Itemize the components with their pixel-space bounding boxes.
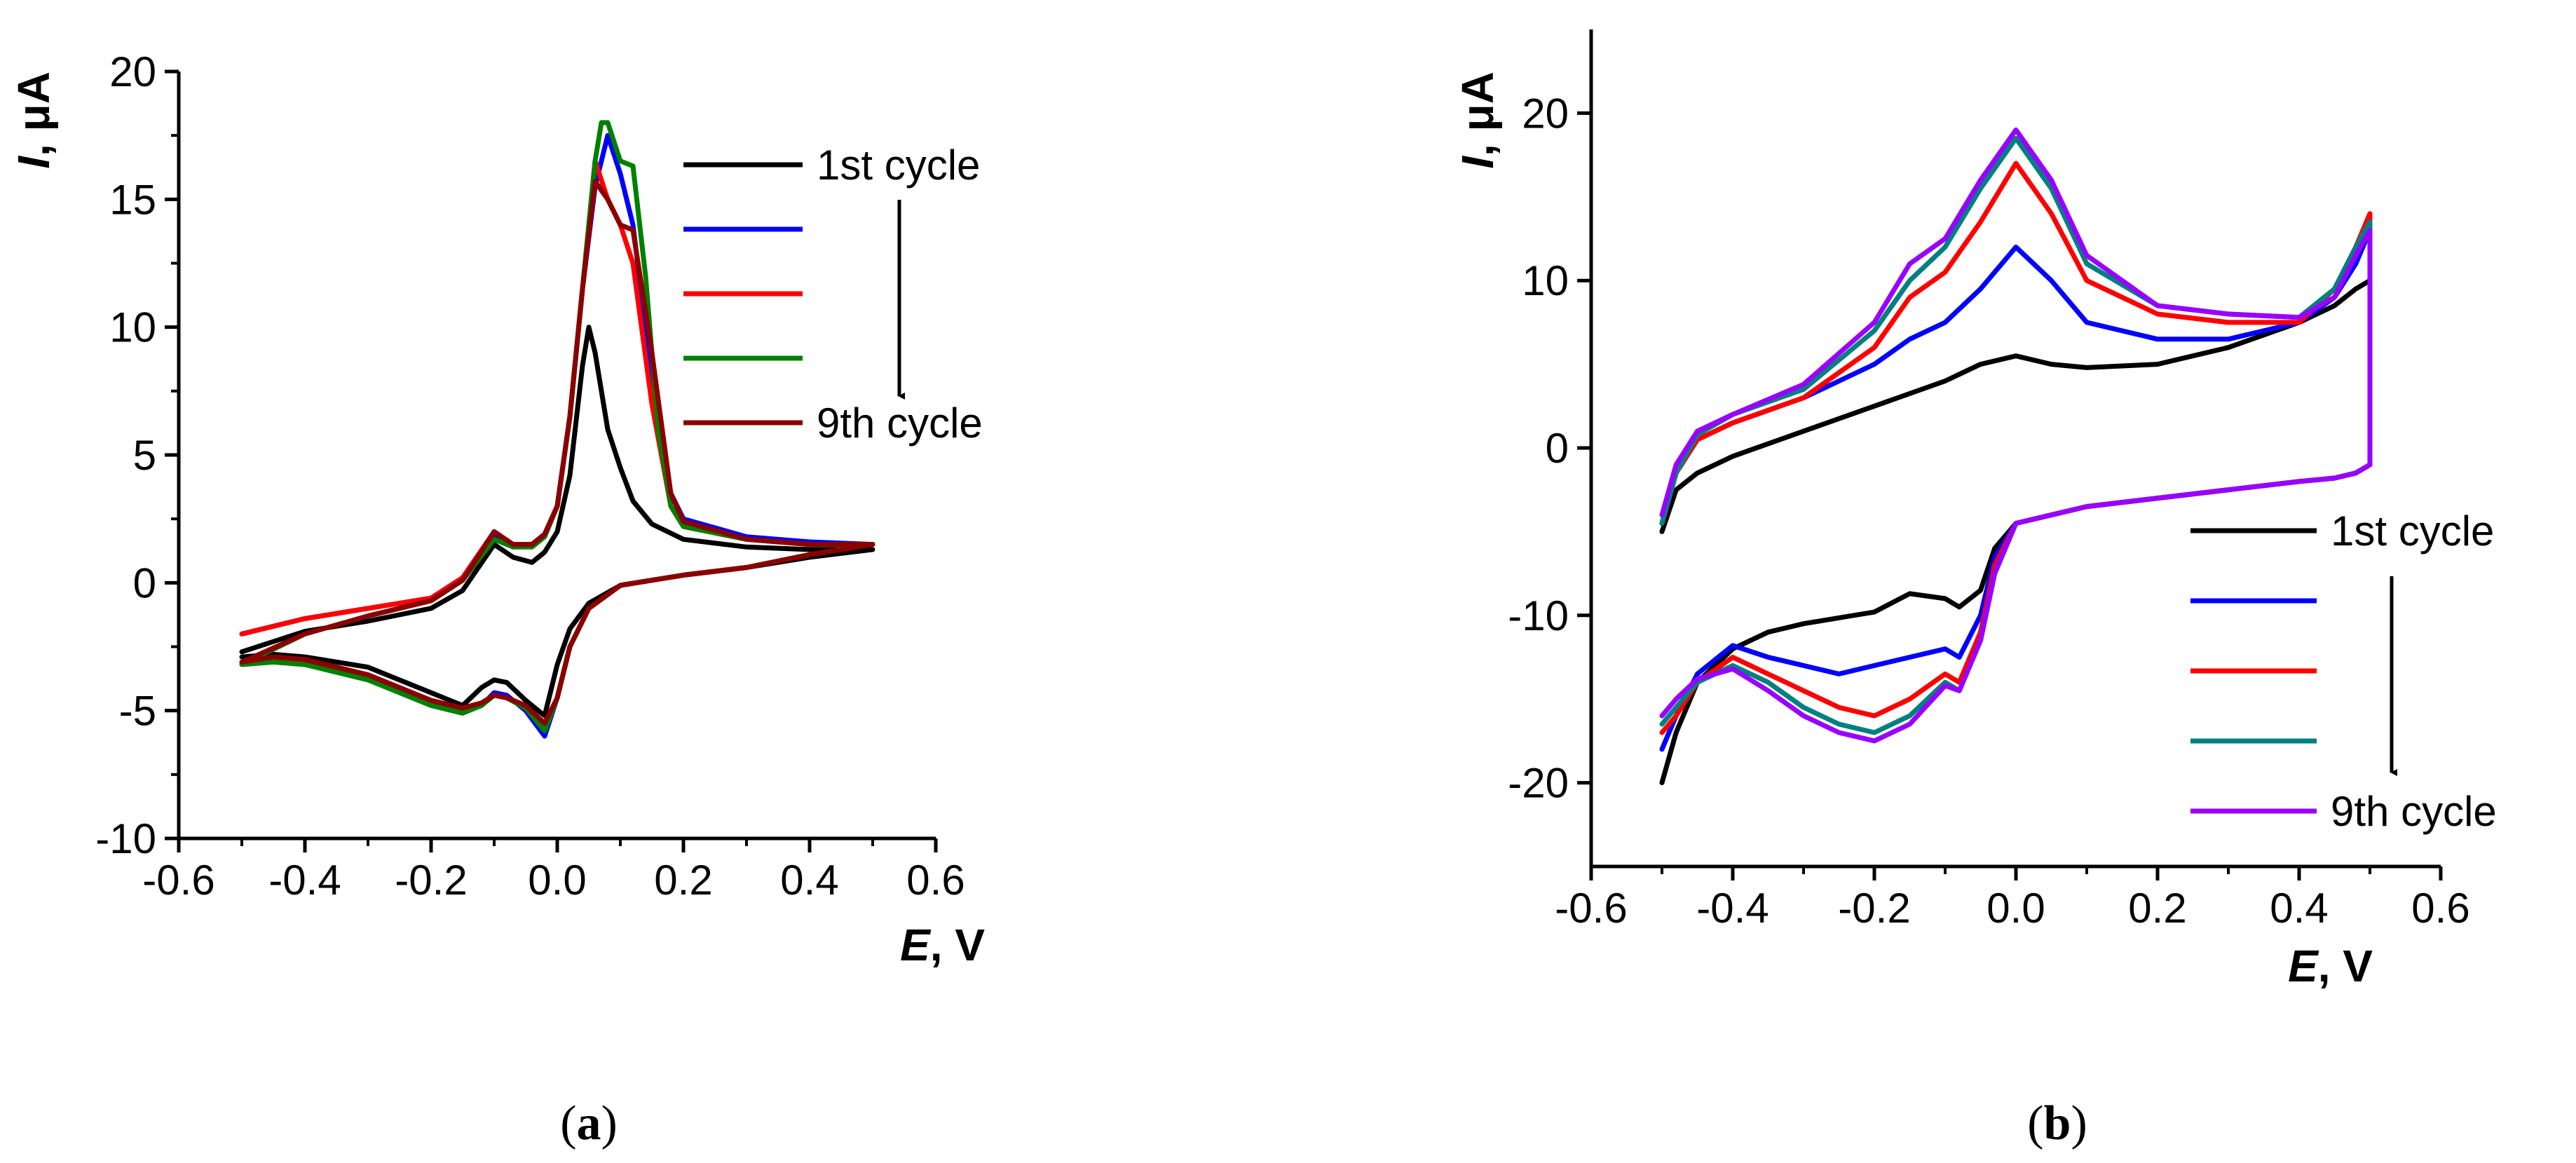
b-x-tick-label: 0.6 bbox=[2411, 885, 2469, 932]
b-series-line-5 bbox=[1659, 127, 2373, 744]
a-y-axis-label: I, μA bbox=[8, 72, 59, 169]
b-y-tick-label: 10 bbox=[1522, 257, 1569, 304]
a-series-line-4 bbox=[239, 120, 875, 734]
a-series-line-5 bbox=[239, 179, 875, 726]
b-y-tick-label: 20 bbox=[1522, 90, 1569, 137]
a-y-tick-label: -5 bbox=[119, 688, 156, 735]
a-x-tick-label: -0.2 bbox=[395, 857, 467, 904]
a-x-tick-label: -0.4 bbox=[268, 857, 341, 904]
a-legend-label-1: 1st cycle bbox=[817, 142, 980, 189]
a-y-tick-label: 5 bbox=[133, 432, 156, 479]
b-x-tick-label: 0.0 bbox=[1986, 885, 2045, 932]
a-series-line-2 bbox=[239, 132, 875, 739]
a-x-tick-label: 0.0 bbox=[528, 857, 586, 904]
a-legend-label-5: 9th cycle bbox=[817, 400, 983, 447]
a-y-tick-label: 15 bbox=[109, 176, 156, 223]
a-x-tick-label: 0.6 bbox=[906, 857, 965, 904]
a-y-tick-label: -10 bbox=[95, 815, 156, 862]
a-series-line-3 bbox=[239, 158, 875, 734]
b-legend-label-5: 9th cycle bbox=[2331, 788, 2497, 835]
a-panel-caption: (a) bbox=[560, 1096, 618, 1150]
a-y-tick-label: 20 bbox=[109, 48, 156, 95]
a-y-tick-label: 0 bbox=[133, 559, 156, 606]
a-x-tick-label: -0.6 bbox=[142, 857, 214, 904]
a-series-line-1 bbox=[239, 325, 875, 719]
b-panel-caption: (b) bbox=[2027, 1096, 2087, 1150]
b-series-line-4 bbox=[1659, 135, 2373, 735]
b-x-axis-label: E, V bbox=[2288, 941, 2373, 991]
b-y-axis-label: I, μA bbox=[1452, 72, 1503, 169]
b-y-tick-label: 0 bbox=[1546, 425, 1569, 472]
b-x-tick-label: -0.4 bbox=[1696, 885, 1769, 932]
b-legend-label-1: 1st cycle bbox=[2331, 508, 2494, 555]
a-y-tick-label: 10 bbox=[109, 304, 156, 351]
a-x-axis-label: E, V bbox=[900, 920, 985, 970]
b-x-tick-label: -0.6 bbox=[1555, 885, 1627, 932]
a-x-tick-label: 0.2 bbox=[654, 857, 712, 904]
b-x-tick-label: 0.4 bbox=[2270, 885, 2328, 932]
panel-a-chart: -0.6 -0.4 -0.2 0.0 0.2 0.4 0.6 -10 -5 0 5 10 15 20 1st… bbox=[8, 48, 985, 1150]
b-x-tick-label: -0.2 bbox=[1838, 885, 1910, 932]
panel-b-chart: -0.6 -0.4 -0.2 0.0 0.2 0.4 0.6 -20 -10 0 10 20 1st c… bbox=[1452, 29, 2497, 1150]
a-x-tick-label: 0.4 bbox=[780, 857, 838, 904]
b-y-tick-label: -10 bbox=[1508, 592, 1569, 639]
b-x-tick-label: 0.2 bbox=[2128, 885, 2186, 932]
b-y-tick-label: -20 bbox=[1508, 760, 1569, 807]
